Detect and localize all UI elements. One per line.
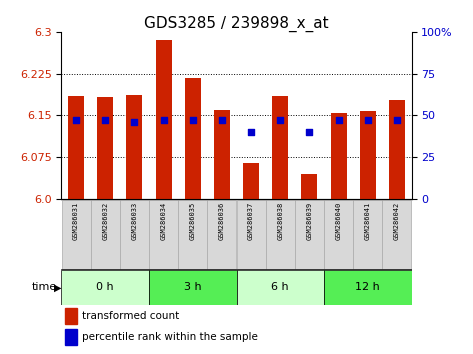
Bar <box>149 270 236 305</box>
Text: ▶: ▶ <box>53 282 61 292</box>
Bar <box>353 200 382 269</box>
Text: GSM286032: GSM286032 <box>102 202 108 240</box>
Point <box>335 118 342 123</box>
Point <box>131 119 138 125</box>
Bar <box>65 308 77 324</box>
Text: 6 h: 6 h <box>272 282 289 292</box>
Text: GSM286031: GSM286031 <box>73 202 79 240</box>
Text: GSM286037: GSM286037 <box>248 202 254 240</box>
Point <box>306 129 313 135</box>
Point <box>189 118 197 123</box>
Text: transformed count: transformed count <box>82 311 180 321</box>
Point <box>160 118 167 123</box>
Bar <box>243 163 259 199</box>
Text: time: time <box>32 282 57 292</box>
Text: 12 h: 12 h <box>355 282 380 292</box>
Bar <box>266 200 295 269</box>
Text: GSM286038: GSM286038 <box>277 202 283 240</box>
Text: GSM286042: GSM286042 <box>394 202 400 240</box>
Bar <box>272 96 288 199</box>
Text: GSM286041: GSM286041 <box>365 202 371 240</box>
Bar <box>61 270 149 305</box>
Bar <box>383 200 412 269</box>
Bar <box>120 200 149 269</box>
Bar <box>208 200 236 269</box>
Bar <box>65 329 77 345</box>
Point <box>364 118 372 123</box>
Point <box>101 118 109 123</box>
Bar <box>236 270 324 305</box>
Text: GSM286034: GSM286034 <box>160 202 166 240</box>
Bar <box>301 174 317 199</box>
Bar <box>91 200 120 269</box>
Text: 3 h: 3 h <box>184 282 201 292</box>
Bar <box>156 40 172 199</box>
Bar <box>236 200 265 269</box>
Text: GSM286036: GSM286036 <box>219 202 225 240</box>
Text: GSM286040: GSM286040 <box>335 202 342 240</box>
Bar <box>149 200 178 269</box>
Bar <box>185 78 201 199</box>
Point <box>247 129 255 135</box>
Bar <box>178 200 207 269</box>
Bar <box>68 96 84 199</box>
Point <box>393 118 401 123</box>
Bar <box>61 200 90 269</box>
Point <box>218 118 226 123</box>
Point <box>72 118 80 123</box>
Bar <box>324 270 412 305</box>
Text: GSM286033: GSM286033 <box>131 202 138 240</box>
Text: GSM286039: GSM286039 <box>307 202 313 240</box>
Bar <box>295 200 324 269</box>
Bar <box>214 110 230 199</box>
Title: GDS3285 / 239898_x_at: GDS3285 / 239898_x_at <box>144 16 329 32</box>
Point <box>276 118 284 123</box>
Bar <box>331 113 347 199</box>
Bar <box>126 95 142 199</box>
Bar <box>360 111 376 199</box>
Bar <box>389 100 405 199</box>
Text: 0 h: 0 h <box>96 282 114 292</box>
Bar <box>97 97 113 199</box>
Text: percentile rank within the sample: percentile rank within the sample <box>82 332 258 342</box>
Bar <box>324 200 353 269</box>
Text: GSM286035: GSM286035 <box>190 202 196 240</box>
